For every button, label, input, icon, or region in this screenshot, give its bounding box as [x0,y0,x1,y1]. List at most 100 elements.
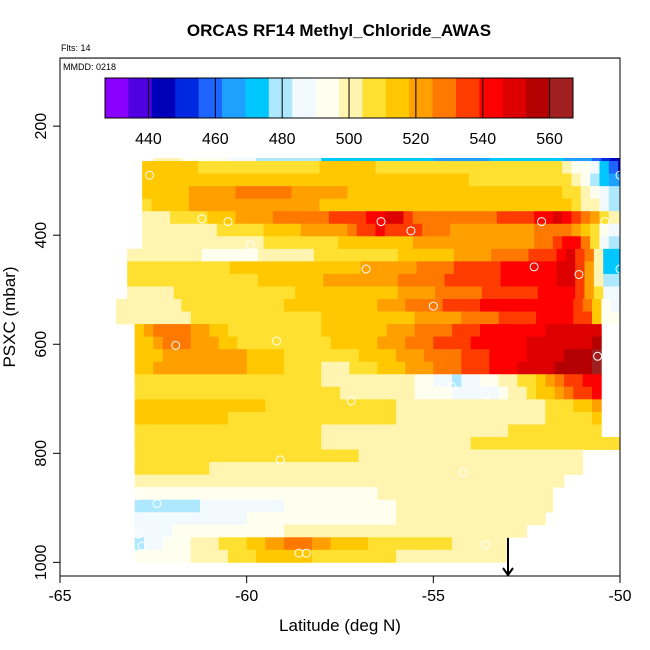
heatmap-cell [293,374,304,388]
heatmap-cell [552,173,563,187]
heatmap-cell [181,411,192,425]
heatmap-cell [341,261,352,275]
heatmap-cell [554,324,565,338]
heatmap-cell [554,299,565,312]
heatmap-cell [526,299,537,312]
heatmap-cell [142,161,152,174]
heatmap-cell [506,236,516,250]
heatmap-cell [481,273,492,287]
heatmap-cell [608,211,619,225]
heatmap-cell [573,386,584,400]
heatmap-cell [422,198,432,212]
heatmap-cell [452,299,462,312]
heatmap-cell [226,173,236,187]
heatmap-cell [414,361,425,375]
heatmap-cell [285,286,296,300]
heatmap-cell [284,374,294,388]
heatmap-cell [173,273,184,287]
heatmap-cell [433,512,444,526]
heatmap-cell [470,436,481,450]
heatmap-cell [200,411,210,425]
heatmap-cell [218,299,229,312]
heatmap-cell [155,261,165,275]
heatmap-cell [127,273,137,287]
heatmap-cell [463,286,473,300]
heatmap-cell [338,161,348,174]
heatmap-cell [172,462,182,475]
heatmap-cell [452,386,462,400]
heatmap-cell [321,474,332,488]
heatmap-cell [340,462,350,475]
heatmap-cell [431,236,442,250]
heatmap-cell [459,211,470,225]
heatmap-cell [162,424,173,438]
colorbar-swatch [479,78,504,118]
heatmap-cell [526,399,537,413]
heatmap-cell [573,349,584,363]
heatmap-cell [536,374,546,388]
heatmap-cell [517,386,528,400]
heatmap-cell [300,236,311,250]
heatmap-cell [293,336,304,350]
heatmap-cell [302,474,313,488]
heatmap-cell [618,198,621,212]
heatmap-cell [265,299,276,312]
heatmap-cell [554,399,565,413]
heatmap-cell [573,324,584,338]
heatmap-cell [265,386,276,400]
heatmap-cell [190,474,201,488]
heatmap-cell [267,261,277,275]
heatmap-cell [517,374,528,388]
heatmap-cell [368,361,378,375]
heatmap-cell [424,386,434,400]
heatmap-cell [433,324,444,338]
heatmap-cell [358,411,369,425]
heatmap-cell [172,449,182,463]
heatmap-cell [284,311,294,325]
heatmap-cell [552,186,563,200]
heatmap-cell [310,186,320,200]
heatmap-cell [226,236,236,250]
heatmap-cell [452,512,462,526]
heatmap-cell [340,524,350,538]
heatmap-cell [220,248,231,262]
heatmap-cell [517,512,528,526]
heatmap-cell [452,311,462,325]
heatmap-cell [332,286,343,300]
heatmap-cell [582,436,593,450]
heatmap-cell [526,361,537,375]
heatmap-cell [340,499,350,513]
heatmap-cell [459,236,470,250]
heatmap-cell [424,474,434,488]
heatmap-cell [384,186,395,200]
heatmap-cell [328,198,339,212]
heatmap-cell [545,386,556,400]
heatmap-cell [564,436,574,450]
sample-point [275,455,285,465]
heatmap-cell [592,311,602,325]
heatmap-cell [463,261,473,275]
heatmap-cell [228,499,238,513]
heatmap-cell [487,173,498,187]
heatmap-cell [200,549,210,563]
heatmap-cell [312,424,322,438]
heatmap-cell [256,462,266,475]
heatmap-cell [405,299,416,312]
heatmap-cell [554,386,565,400]
heatmap-cell [246,474,257,488]
heatmap-cell [356,236,367,250]
sample-point [537,217,547,227]
colorbar-swatch [339,78,363,118]
heatmap-cell [265,524,276,538]
heatmap-cell [246,487,257,501]
heatmap-cell [573,436,584,450]
heatmap-cell [181,462,192,475]
heatmap-cell [452,361,462,375]
heatmap-cell [351,261,361,275]
heatmap-cell [211,286,221,300]
heatmap-cell [552,223,563,237]
heatmap-cell [480,424,490,438]
heatmap-cell [440,198,451,212]
heatmap-cell [592,361,602,375]
heatmap-cell [396,411,406,425]
